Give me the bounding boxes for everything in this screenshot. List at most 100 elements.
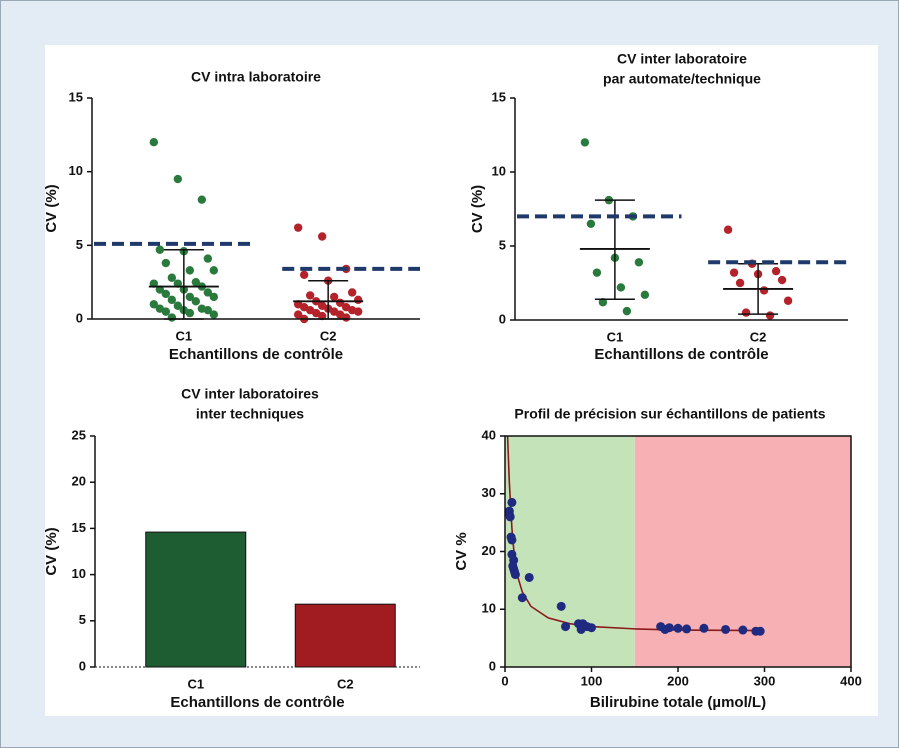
chart-title: inter techniques bbox=[196, 406, 304, 422]
data-point bbox=[556, 601, 566, 611]
chart-title: Profil de précision sur échantillons de … bbox=[514, 406, 825, 422]
data-point bbox=[783, 296, 793, 305]
data-point bbox=[586, 219, 596, 228]
data-point bbox=[353, 307, 363, 316]
data-point bbox=[580, 138, 590, 147]
y-tick-label: 5 bbox=[76, 237, 83, 252]
y-tick-label: 0 bbox=[79, 658, 86, 673]
data-point bbox=[765, 311, 775, 320]
data-point bbox=[682, 624, 692, 634]
y-tick-label: 0 bbox=[489, 658, 496, 673]
y-tick-label: 5 bbox=[499, 237, 506, 252]
x-tick-label: C1 bbox=[607, 329, 624, 344]
data-point bbox=[723, 225, 733, 234]
data-point bbox=[741, 308, 751, 317]
y-axis-label: CV % bbox=[453, 532, 470, 570]
y-axis-label: CV (%) bbox=[469, 185, 486, 233]
data-point bbox=[293, 223, 303, 232]
data-point bbox=[203, 305, 213, 315]
x-tick-label: C1 bbox=[187, 676, 204, 691]
y-tick-label: 10 bbox=[72, 566, 86, 581]
data-point bbox=[161, 258, 171, 268]
data-point bbox=[771, 266, 781, 276]
data-point bbox=[510, 570, 520, 580]
chart-title: CV intra laboratoire bbox=[191, 69, 321, 85]
x-tick-label: C2 bbox=[750, 329, 767, 344]
data-point bbox=[592, 268, 602, 277]
data-point bbox=[203, 254, 213, 263]
data-point bbox=[317, 232, 327, 241]
plot-frame bbox=[504, 435, 852, 668]
data-point bbox=[167, 313, 177, 322]
bar bbox=[294, 603, 396, 668]
data-point bbox=[721, 624, 731, 634]
x-axis-label: Bilirubine totale (µmol/L) bbox=[590, 694, 766, 711]
x-tick-label: 400 bbox=[840, 673, 862, 688]
x-tick-label: 200 bbox=[667, 673, 689, 688]
data-point bbox=[173, 301, 183, 310]
fit-curve bbox=[506, 435, 765, 632]
y-tick-label: 10 bbox=[69, 163, 83, 178]
data-point bbox=[729, 268, 739, 277]
data-point bbox=[209, 266, 219, 275]
data-point bbox=[755, 626, 765, 636]
data-point bbox=[505, 512, 515, 522]
x-tick-label: C2 bbox=[320, 328, 337, 343]
chart-title: CV inter laboratoire bbox=[617, 51, 747, 67]
data-point bbox=[341, 313, 351, 322]
data-point bbox=[185, 308, 195, 318]
y-tick-label: 15 bbox=[69, 89, 83, 104]
data-point bbox=[155, 245, 165, 254]
data-point bbox=[185, 292, 195, 302]
data-point bbox=[664, 623, 674, 633]
data-point bbox=[616, 283, 626, 292]
data-point bbox=[317, 311, 327, 321]
data-point bbox=[738, 625, 748, 635]
x-tick-label: 300 bbox=[754, 673, 776, 688]
x-tick-label: C1 bbox=[176, 328, 193, 343]
data-point bbox=[203, 288, 213, 297]
data-point bbox=[209, 292, 219, 302]
data-point bbox=[161, 307, 171, 316]
data-point bbox=[598, 298, 608, 307]
data-point bbox=[185, 266, 195, 275]
data-point bbox=[524, 572, 534, 582]
data-point bbox=[161, 289, 171, 299]
data-point bbox=[507, 535, 517, 545]
data-point bbox=[149, 138, 159, 147]
data-point bbox=[777, 275, 787, 285]
y-tick-label: 5 bbox=[79, 612, 86, 627]
y-tick-label: 30 bbox=[482, 485, 496, 500]
data-point bbox=[622, 306, 632, 316]
y-tick-label: 10 bbox=[482, 601, 496, 616]
y-tick-label: 40 bbox=[482, 427, 496, 442]
y-tick-label: 10 bbox=[492, 163, 506, 178]
data-point bbox=[191, 297, 201, 306]
data-point bbox=[517, 593, 527, 603]
data-point bbox=[173, 174, 183, 184]
data-point bbox=[347, 288, 357, 297]
bar bbox=[145, 531, 247, 668]
data-point bbox=[699, 623, 709, 633]
data-point bbox=[759, 286, 769, 295]
data-point bbox=[329, 292, 339, 302]
data-point bbox=[167, 295, 177, 305]
data-point bbox=[209, 310, 219, 319]
data-point bbox=[191, 277, 201, 287]
data-point bbox=[561, 622, 571, 632]
x-tick-label: 100 bbox=[581, 673, 603, 688]
data-point bbox=[293, 310, 303, 319]
data-point bbox=[673, 623, 683, 633]
x-axis-label: Echantillons de contrôle bbox=[169, 346, 343, 363]
y-tick-label: 0 bbox=[499, 311, 506, 326]
data-point bbox=[640, 290, 650, 300]
y-axis-label: CV (%) bbox=[43, 184, 60, 232]
x-axis-label: Echantillons de contrôle bbox=[594, 346, 768, 363]
y-tick-label: 20 bbox=[72, 474, 86, 489]
data-point bbox=[507, 497, 517, 507]
region bbox=[505, 436, 635, 667]
data-point bbox=[197, 195, 207, 204]
y-tick-label: 25 bbox=[72, 427, 86, 442]
y-axis-label: CV (%) bbox=[43, 527, 60, 575]
